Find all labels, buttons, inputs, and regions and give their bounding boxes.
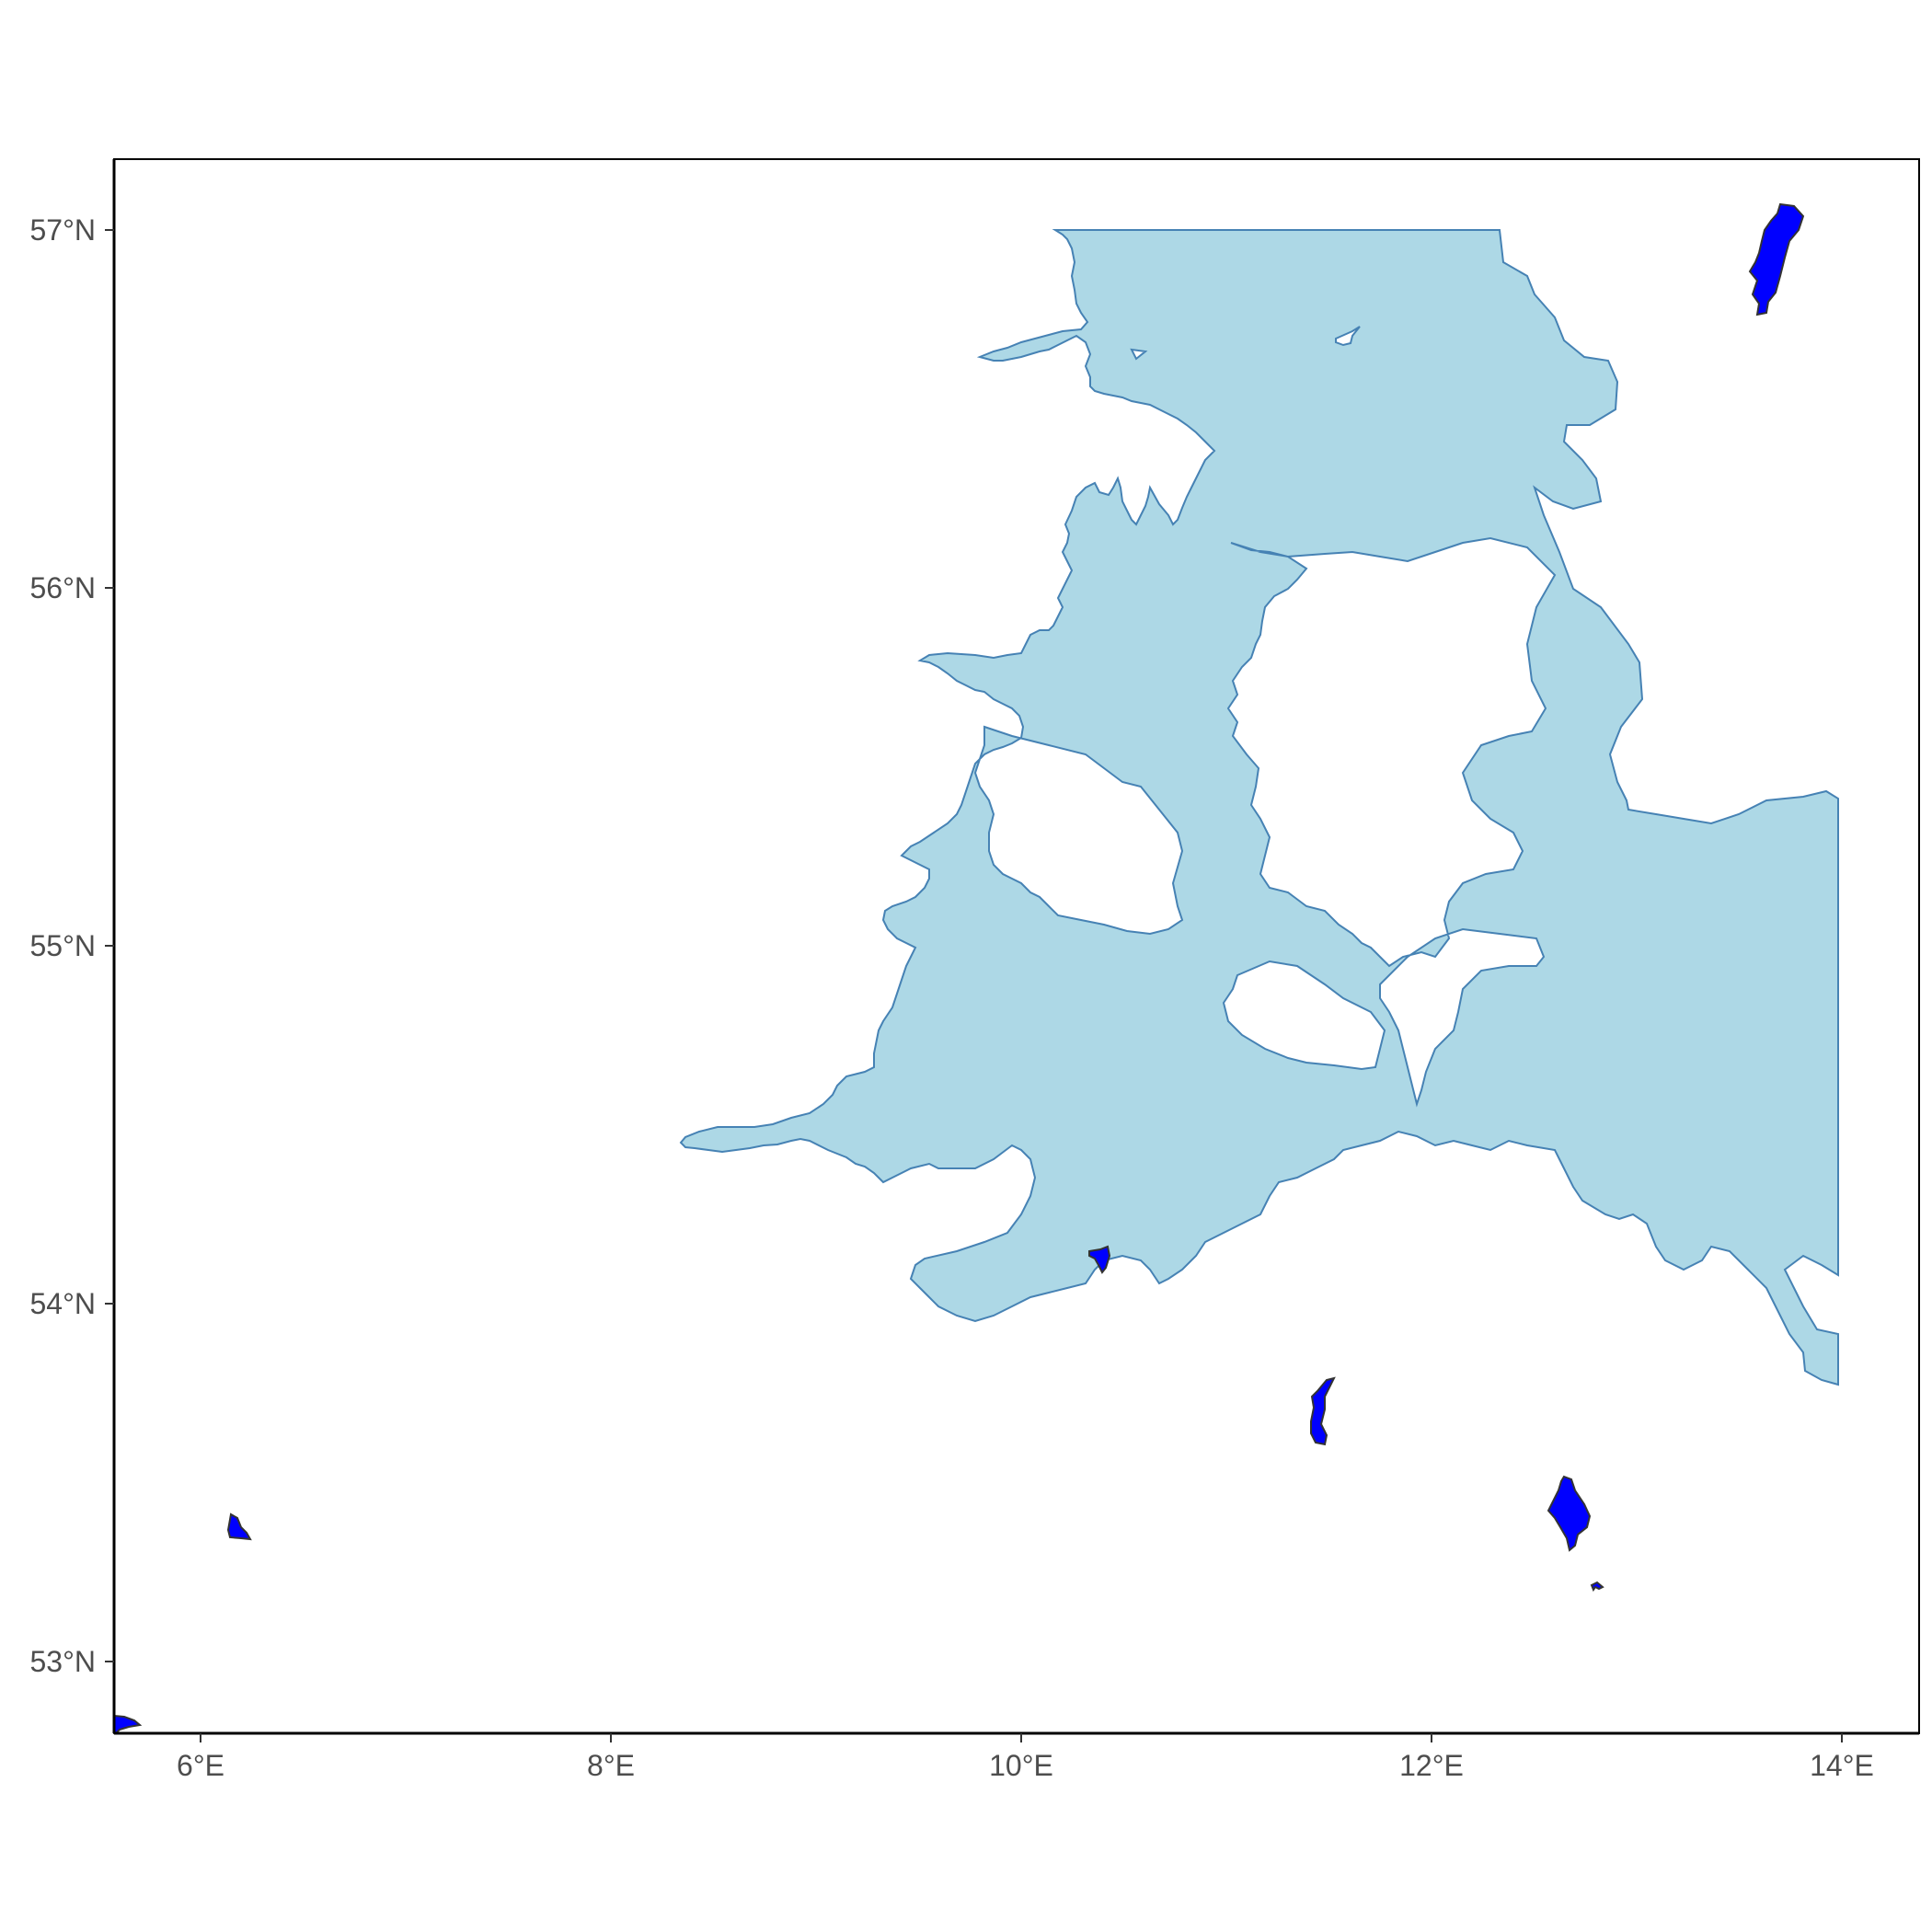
blue-patches [113,202,1805,1734]
blue-patch-near-10-4e [1088,1245,1111,1274]
blue-patch-near-12-8e [1590,1581,1604,1593]
y-tick-label-57: 57°N [30,213,97,247]
plot-panel [112,158,1920,1735]
x-tick-label-14: 14°E [1810,1749,1874,1782]
y-tick-label-56: 56°N [30,571,97,604]
y-tick-label-53: 53°N [30,1645,97,1678]
sea-region [679,229,1839,1386]
blue-patch-east-of-skagerrak [1748,202,1805,316]
y-axis: 57°N 56°N 55°N 54°N 53°N [30,213,114,1678]
x-tick-label-12: 12°E [1399,1749,1464,1782]
blue-patch-near-11-5e [1310,1376,1336,1446]
x-tick-label-6: 6°E [177,1749,224,1782]
x-tick-label-10: 10°E [989,1749,1053,1782]
blue-patch-near-6-2e [226,1512,252,1541]
blue-patch-near-12-7e [1547,1475,1592,1552]
y-tick-label-55: 55°N [30,929,97,962]
x-tick-label-8: 8°E [587,1749,635,1782]
x-axis: 6°E 8°E 10°E 12°E 14°E [177,1733,1874,1782]
y-tick-label-54: 54°N [30,1287,97,1320]
